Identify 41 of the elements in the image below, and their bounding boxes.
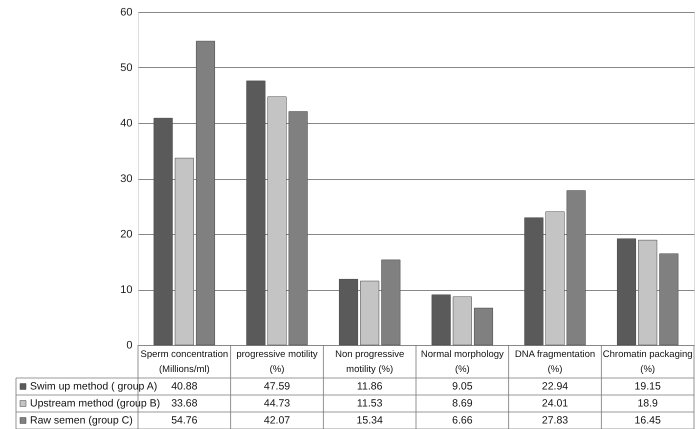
data-label: 19.15 [634, 380, 661, 392]
y-tick-label: 0 [126, 340, 132, 352]
y-tick-label: 20 [120, 228, 132, 240]
data-label: 40.88 [171, 380, 198, 392]
bar [524, 217, 544, 346]
data-label: 27.83 [542, 414, 568, 426]
x-tick-label: progressive motility (%) [236, 349, 318, 375]
data-label: 8.69 [452, 398, 473, 410]
bar [545, 211, 565, 346]
bar [474, 308, 494, 346]
y-tick-label: 60 [120, 6, 132, 18]
legend-label: Upstream method (group B) [30, 398, 160, 410]
data-label: 33.68 [171, 398, 198, 410]
data-label: 11.53 [356, 398, 383, 410]
y-tick-label: 40 [120, 118, 132, 130]
legend-label: Swim up method ( group A) [30, 380, 158, 392]
data-label: 44.73 [264, 398, 290, 410]
data-label: 24.01 [542, 398, 568, 410]
data-label: 18.9 [637, 398, 658, 410]
legend-label: Raw semen (group C) [30, 414, 133, 426]
bar [338, 278, 358, 346]
y-tick-label: 10 [120, 284, 132, 296]
data-label: 9.05 [452, 380, 473, 392]
data-label: 11.86 [356, 380, 383, 392]
data-label: 22.94 [542, 380, 568, 392]
bar [616, 238, 636, 346]
data-label: 47.59 [264, 380, 290, 392]
y-tick-label: 50 [120, 62, 132, 74]
data-label: 54.76 [171, 414, 198, 426]
data-label: 42.07 [264, 414, 290, 426]
x-tick-label: Sperm concentration (Millions/ml) [140, 349, 228, 375]
data-label: 16.45 [634, 414, 661, 426]
bar [246, 80, 266, 346]
x-tick-label: Chromatin packaging (%) [602, 349, 693, 375]
x-tick-label: Normal morphology (%) [420, 349, 504, 375]
data-label: 6.66 [452, 414, 473, 426]
bar [267, 96, 287, 346]
x-tick-label: DNA fragmentation (%) [514, 349, 596, 375]
y-tick-label: 30 [120, 173, 132, 185]
data-label: 15.34 [356, 414, 383, 426]
x-tick-label: Non progressive motility (%) [335, 349, 404, 375]
